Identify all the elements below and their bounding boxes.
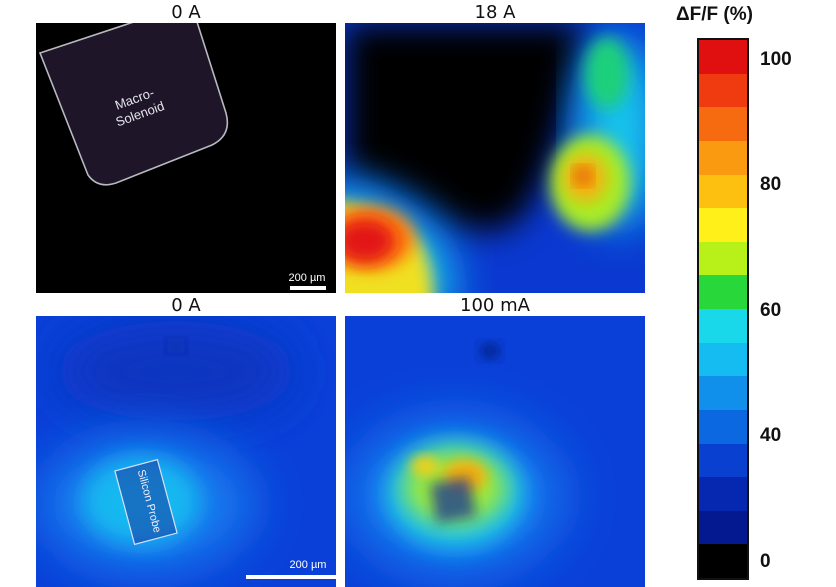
colorbar-band: [699, 174, 747, 209]
colorbar: [697, 38, 749, 580]
colorbar-tick-0: 0: [760, 551, 771, 572]
colorbar-band: [699, 376, 747, 410]
colorbar-band: [699, 443, 747, 478]
colorbar-band: [699, 544, 747, 578]
colorbar-tick-80: 80: [760, 174, 782, 195]
colorbar-band: [699, 409, 747, 444]
colorbar-tick-100: 100: [760, 49, 792, 70]
colorbar-band: [699, 275, 747, 309]
image-panel-top-left: Macro- Solenoid 200 µm: [36, 23, 336, 293]
colorbar-title: ΔF/F (%): [676, 4, 753, 25]
colorbar-band: [699, 208, 747, 242]
panel-label-top-left: 0 A: [171, 2, 201, 23]
colorbar-band: [699, 510, 747, 545]
scale-bar-top: [290, 286, 326, 290]
image-panel-top-right: [345, 23, 645, 293]
silicon-probe: Silicon Probe: [114, 458, 178, 546]
panel-label-bottom-left: 0 A: [171, 295, 201, 316]
scale-bar-label-bottom: 200 µm: [290, 559, 327, 571]
solenoid-image: Macro- Solenoid 200 µm: [38, 23, 326, 290]
colorbar-band: [699, 477, 747, 511]
colorbar-tick-40: 40: [760, 425, 782, 446]
probe-image-100mA: [345, 316, 645, 587]
probe-image-0A: Silicon Probe 200 µm: [36, 316, 336, 587]
colorbar-band: [699, 241, 747, 276]
panel-label-bottom-right: 100 mA: [460, 295, 530, 316]
panel-label-top-right: 18 A: [474, 2, 516, 23]
image-panel-bottom-left: Silicon Probe 200 µm: [36, 316, 336, 587]
colorbar-band: [699, 40, 747, 74]
scale-bar-bottom: [246, 575, 336, 579]
colorbar-band: [699, 342, 747, 377]
colorbar-band: [699, 107, 747, 141]
colorbar-tick-60: 60: [760, 300, 782, 321]
fluorescence-image-18A: [345, 23, 645, 293]
colorbar-band: [699, 309, 747, 343]
image-panel-bottom-right: [345, 316, 645, 587]
scale-bar-label-top: 200 µm: [289, 272, 326, 284]
colorbar-band: [699, 140, 747, 175]
colorbar-band: [699, 73, 747, 108]
probe-shadow: [429, 476, 477, 524]
